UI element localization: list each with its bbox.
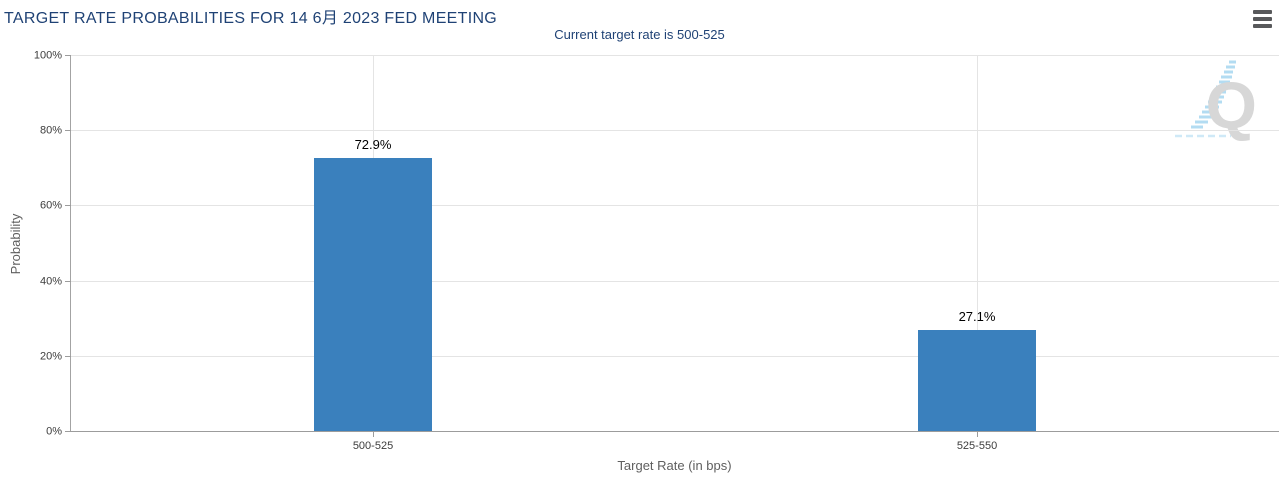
y-axis-title: Probability	[8, 213, 23, 275]
y-tick-mark	[65, 280, 71, 282]
y-tick-label: 20%	[39, 350, 62, 363]
y-tick-label: 60%	[39, 199, 62, 212]
y-tick-label: 0%	[46, 425, 62, 438]
y-tick-label: 40%	[39, 275, 62, 288]
y-tick-mark	[65, 355, 71, 357]
chart-subtitle: Current target rate is 500-525	[554, 27, 725, 42]
probability-bar[interactable]	[314, 157, 432, 432]
x-tick-mark	[373, 432, 374, 437]
hamburger-bar	[1253, 10, 1272, 14]
chart-title: TARGET RATE PROBABILITIES FOR 14 6月 2023…	[4, 10, 498, 27]
y-gridline	[71, 130, 1279, 132]
plot-area: Q 0% 20% 40% 60% 80% 100% 72.9% 500-525 27.1% 525…	[34, 50, 1279, 452]
x-axis-line	[70, 431, 1279, 432]
x-axis-title: Target Rate (in bps)	[617, 458, 732, 473]
y-gridline	[71, 280, 1279, 282]
y-gridline	[71, 55, 1279, 56]
y-tick-label: 80%	[39, 124, 62, 137]
y-gridline	[71, 355, 1279, 357]
hamburger-bar	[1253, 17, 1272, 21]
y-tick-label: 100%	[33, 49, 62, 62]
hamburger-bar	[1253, 24, 1272, 28]
category-label: 525-550	[956, 440, 998, 452]
hamburger-menu-icon[interactable]	[1253, 10, 1272, 28]
watermark-q-logo-icon: Q	[1175, 60, 1257, 142]
probability-bar[interactable]	[918, 330, 1036, 432]
y-tick-mark	[65, 205, 71, 207]
bar-value-label: 72.9%	[354, 136, 392, 152]
y-tick-mark	[65, 55, 71, 56]
y-gridline	[71, 205, 1279, 207]
bar-value-label: 27.1%	[958, 309, 996, 325]
x-tick-mark	[977, 432, 978, 437]
category-gridline	[977, 56, 978, 432]
y-tick-mark	[65, 431, 71, 432]
category-label: 500-525	[352, 440, 394, 452]
y-tick-mark	[65, 130, 71, 132]
